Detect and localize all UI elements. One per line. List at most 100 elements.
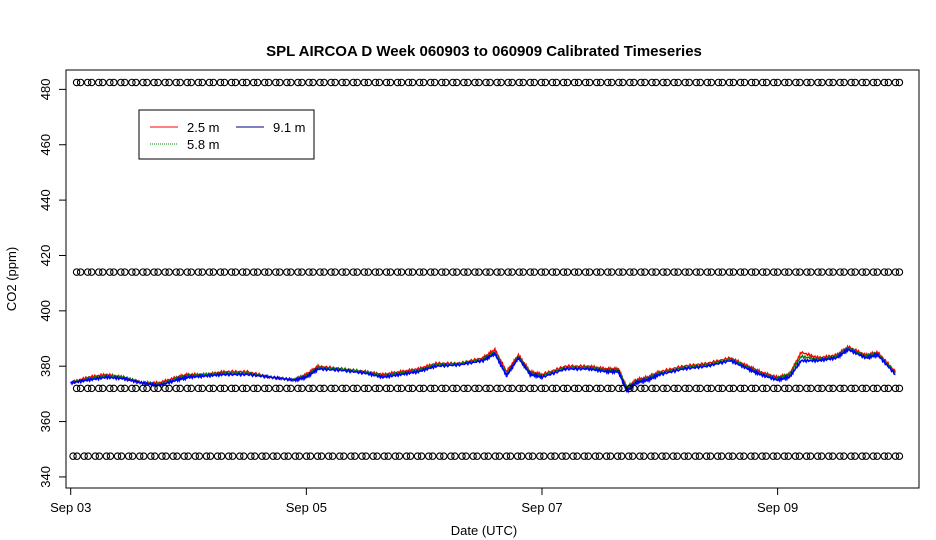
calibration-point — [262, 452, 270, 460]
calibration-point — [331, 78, 339, 87]
calibration-point — [736, 384, 745, 393]
calibration-point — [424, 452, 433, 460]
calibration-point — [814, 268, 822, 276]
calibration-point — [637, 268, 645, 276]
calibration-point — [552, 384, 561, 393]
calibration-point — [132, 268, 140, 276]
calibration-point — [165, 268, 173, 276]
calibration-point — [747, 384, 756, 393]
calibration-point — [519, 268, 527, 276]
calibration-point — [447, 452, 455, 460]
calibration-point — [273, 452, 281, 460]
calibration-point — [895, 384, 904, 393]
calibration-point — [94, 384, 103, 393]
calibration-point — [862, 78, 870, 87]
calibration-point — [475, 268, 483, 276]
calibration-point — [836, 452, 844, 460]
calibration-point — [154, 78, 162, 87]
calibration-point — [331, 268, 339, 276]
calibration-point — [663, 78, 671, 87]
calibration-point — [807, 268, 815, 276]
calibration-point — [869, 384, 878, 393]
calibration-point — [449, 78, 457, 87]
calibration-point — [117, 452, 126, 460]
calibration-point — [430, 268, 439, 276]
calibration-point — [570, 78, 579, 87]
legend-box — [138, 109, 315, 160]
calibration-point — [249, 268, 258, 276]
calibration-point — [630, 78, 638, 87]
calibration-point — [736, 452, 744, 460]
calibration-point — [747, 78, 756, 87]
calibration-point — [484, 452, 493, 460]
calibration-point — [696, 268, 705, 276]
calibration-point — [692, 384, 701, 393]
calibration-point — [617, 452, 626, 460]
calibration-point — [353, 78, 361, 87]
calibration-point — [528, 452, 537, 460]
calibration-point — [758, 384, 767, 393]
calibration-point — [537, 384, 546, 393]
calibration-point — [464, 78, 472, 87]
calibration-point — [486, 78, 494, 87]
calibration-point — [493, 78, 501, 87]
calibration-point — [482, 268, 490, 276]
calibration-point — [336, 452, 344, 460]
calibration-point — [460, 384, 468, 393]
calibration-point — [497, 78, 505, 87]
calibration-point — [504, 268, 512, 276]
calibration-point — [102, 452, 111, 460]
calibration-point — [736, 78, 745, 87]
calibration-point — [740, 384, 749, 393]
calibration-point — [880, 78, 889, 87]
calibration-point — [464, 384, 472, 393]
calibration-point — [552, 78, 561, 87]
calibration-point — [258, 452, 266, 460]
calibration-point — [253, 384, 262, 393]
calibration-point — [415, 268, 424, 276]
calibration-point — [349, 268, 357, 276]
calibration-point — [305, 78, 313, 87]
calibration-point — [150, 384, 158, 393]
calibration-point — [364, 384, 373, 393]
calibration-point — [371, 78, 380, 87]
calibration-point — [408, 384, 417, 393]
calibration-point — [724, 452, 733, 460]
calibration-point — [659, 78, 667, 87]
calibration-point — [580, 452, 589, 460]
calibration-point — [360, 78, 369, 87]
calibration-point — [515, 268, 523, 276]
calibration-point — [442, 384, 450, 393]
calibration-point — [438, 268, 446, 276]
calibration-point — [161, 268, 169, 276]
calibration-point — [231, 78, 240, 87]
calibration-point — [663, 384, 671, 393]
calibration-point — [351, 452, 359, 460]
calibration-point — [139, 452, 148, 460]
calibration-point — [202, 452, 211, 460]
calibration-point — [773, 268, 782, 276]
calibration-point — [574, 268, 583, 276]
calibration-point — [216, 78, 225, 87]
calibration-point — [342, 384, 350, 393]
calibration-point — [471, 384, 479, 393]
calibration-point — [91, 452, 100, 460]
calibration-point — [670, 268, 678, 276]
calibration-point — [87, 268, 96, 276]
calibration-point — [364, 268, 373, 276]
calibration-point — [703, 384, 712, 393]
calibration-point — [249, 78, 258, 87]
calibration-point — [283, 268, 291, 276]
calibration-point — [548, 384, 557, 393]
calibration-point — [228, 452, 237, 460]
calibration-point — [707, 384, 716, 393]
calibration-point — [630, 268, 638, 276]
calibration-point — [602, 452, 611, 460]
calibration-point — [106, 452, 115, 460]
calibration-point — [707, 78, 716, 87]
x-tick-label-3: Sep 09 — [757, 500, 798, 515]
calibration-point — [825, 268, 833, 276]
calibration-point — [482, 78, 490, 87]
calibration-point — [780, 452, 789, 460]
